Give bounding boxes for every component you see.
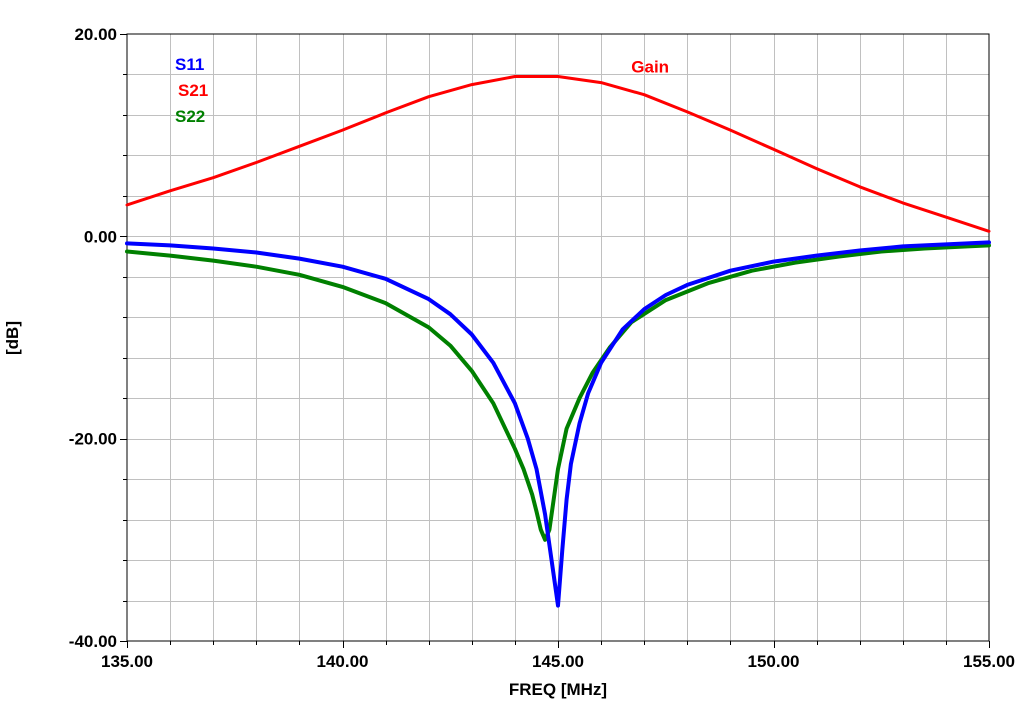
series-line-s11 [125, 240, 991, 608]
x-tick-label: 140.00 [317, 652, 369, 671]
x-tick-label: 145.00 [532, 652, 584, 671]
x-tick-label: 155.00 [963, 652, 1015, 671]
series-line-s21 [125, 75, 991, 233]
y-axis-title: [dB] [3, 321, 22, 355]
axes: 135.00 140.00 145.00 150.00 155.00 20.00 0.00 -… [69, 25, 1015, 671]
legend-entry-s22: S22 [175, 107, 205, 126]
x-tick-label: 150.00 [748, 652, 800, 671]
y-tick-label: -40.00 [69, 632, 117, 651]
y-tick-label: 20.00 [74, 25, 117, 44]
legend: S11 S21 S22 [175, 55, 208, 126]
series-lines [125, 75, 991, 608]
x-axis-title: FREQ [MHz] [509, 680, 607, 699]
grid [127, 34, 989, 641]
x-tick-label: 135.00 [101, 652, 153, 671]
annotation-label: Gain [631, 57, 669, 76]
y-tick-label: -20.00 [69, 430, 117, 449]
legend-entry-s21: S21 [178, 81, 208, 100]
legend-entry-s11: S11 [175, 55, 204, 74]
y-tick-label: 0.00 [84, 227, 117, 246]
annotations: Gain [631, 57, 669, 76]
